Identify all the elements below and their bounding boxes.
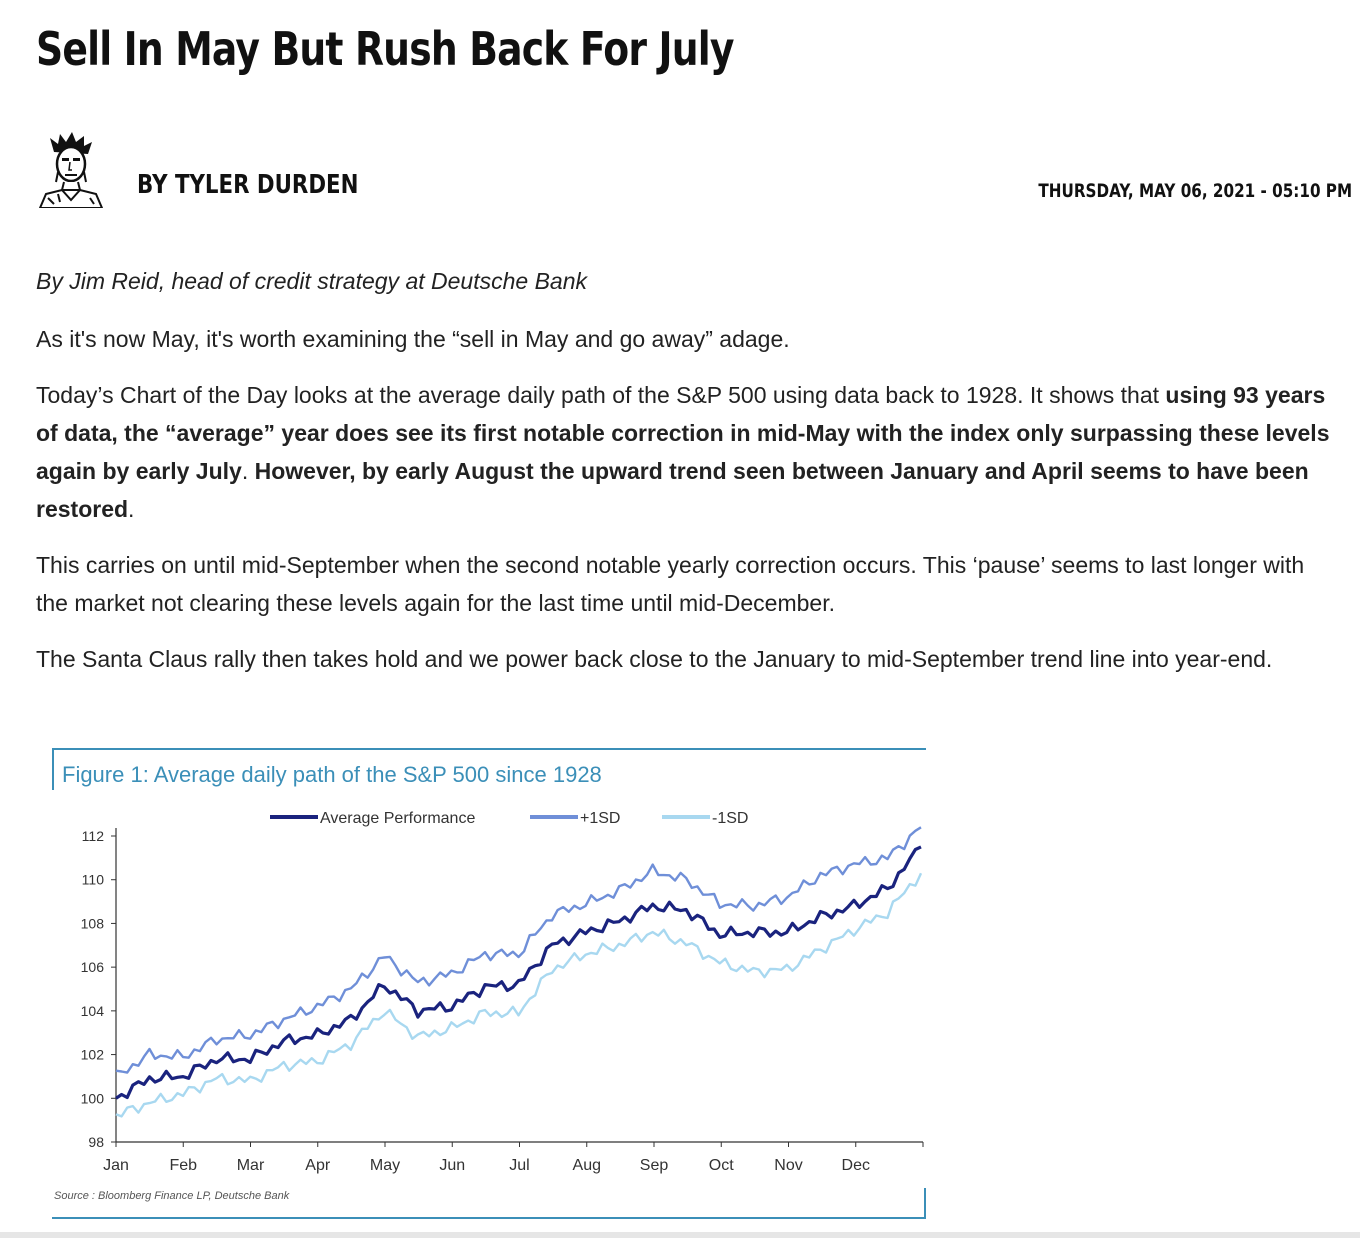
x-tick-label: Oct (709, 1157, 734, 1174)
author-avatar-icon (36, 132, 106, 209)
y-tick-label: 104 (81, 1003, 105, 1019)
figure-title: Figure 1: Average daily path of the S&P … (62, 762, 602, 787)
x-tick-label: Dec (842, 1157, 870, 1174)
author-byline[interactable]: BY TYLER DURDEN (137, 170, 359, 200)
x-tick-label: Jul (509, 1157, 529, 1174)
paragraph-2-text-c: . (128, 496, 135, 522)
chart-figure: Figure 1: Average daily path of the S&P … (36, 738, 936, 1228)
x-tick-label: May (370, 1157, 400, 1174)
x-tick-label: Nov (774, 1157, 802, 1174)
paragraph-2: Today’s Chart of the Day looks at the av… (36, 376, 1336, 528)
figure-left-rule (52, 748, 54, 790)
line-chart: 98 100 102 104 106 108 110 112 Jan Feb Mar Apr May Ju… (81, 810, 924, 1174)
y-tick-label: 102 (81, 1047, 105, 1063)
legend-label: +1SD (580, 810, 620, 827)
y-tick-label: 108 (81, 915, 105, 931)
page-bottom-shadow (0, 1232, 1360, 1238)
series-line--1sd (115, 826, 922, 1074)
article-body: By Jim Reid, head of credit strategy at … (36, 262, 1336, 696)
paragraph-1: As it's now May, it's worth examining th… (36, 326, 790, 352)
figure-source: Source : Bloomberg Finance LP, Deutsche … (54, 1190, 290, 1202)
paragraph-3: This carries on until mid-September when… (36, 552, 1305, 616)
figure-bottom-rule (52, 1217, 926, 1219)
x-tick-label: Feb (169, 1157, 197, 1174)
x-tick-label: Jan (103, 1157, 129, 1174)
series-line-average-performance (115, 845, 922, 1100)
paragraph-2-text-b: . (241, 458, 255, 484)
y-tick-label: 106 (81, 959, 105, 975)
figure-top-rule (52, 748, 926, 750)
paragraph-2-bold-a: using 93 years of data, the “average” ye… (36, 382, 1330, 484)
y-tick-label: 98 (88, 1134, 104, 1150)
paragraph-4: The Santa Claus rally then takes hold an… (36, 646, 1273, 672)
x-tick-label: Mar (237, 1157, 265, 1174)
publish-date: THURSDAY, MAY 06, 2021 - 05:10 PM (1038, 180, 1352, 202)
x-tick-label: Jun (439, 1157, 465, 1174)
y-tick-label: 112 (82, 828, 105, 844)
x-tick-label: Sep (640, 1157, 669, 1174)
paragraph-2-text-a: Today’s Chart of the Day looks at the av… (36, 382, 1166, 408)
paragraph-2-bold-b: However, by early August the upward tren… (36, 458, 1309, 522)
legend-label: Average Performance (320, 810, 475, 827)
x-tick-label: Aug (573, 1157, 601, 1174)
y-tick-label: 110 (82, 872, 105, 888)
legend-label: -1SD (712, 810, 748, 827)
article-intro: By Jim Reid, head of credit strategy at … (36, 268, 587, 294)
article-title: Sell In May But Rush Back For July (36, 22, 734, 76)
y-tick-label: 100 (81, 1090, 105, 1106)
series-line--1sd (115, 872, 923, 1118)
figure-right-rule (924, 1188, 926, 1218)
x-tick-label: Apr (305, 1157, 331, 1174)
